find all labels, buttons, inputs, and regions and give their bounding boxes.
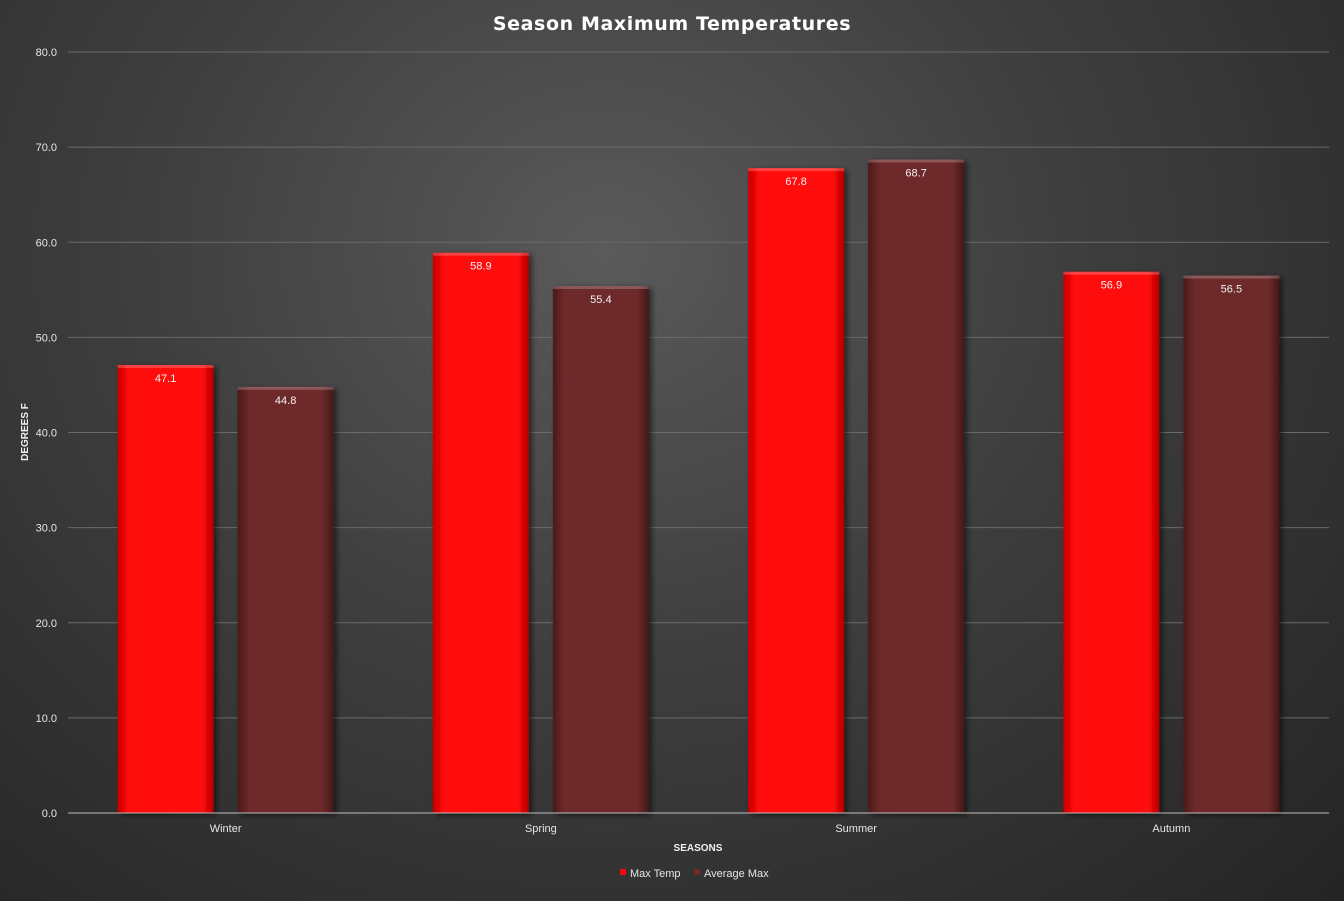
- bar-winter-series-1: [117, 364, 214, 813]
- data-label: 68.7: [905, 167, 926, 179]
- bar-summer-series-1: [748, 168, 845, 814]
- bar-highlight: [1183, 275, 1280, 279]
- bar-highlight: [552, 286, 649, 290]
- bar-summer-series-2: [868, 159, 965, 813]
- data-label: 67.8: [785, 176, 806, 188]
- data-labels: 47.1 44.8 58.9 55.4 67.8 68.7 56.9 56.5: [155, 167, 1242, 406]
- y-tick-label: 70.0: [36, 142, 57, 154]
- legend-label: Average Max: [704, 868, 769, 880]
- legend-label: Max Temp: [630, 868, 681, 880]
- data-label: 47.1: [155, 373, 176, 385]
- data-label: 55.4: [590, 294, 611, 306]
- data-label: 58.9: [470, 261, 491, 273]
- bar-highlight: [117, 364, 214, 368]
- y-tick-label: 60.0: [36, 237, 57, 249]
- y-tick-label: 10.0: [36, 713, 57, 725]
- bar-autumn-series-2: [1183, 275, 1280, 813]
- y-tick-label: 30.0: [36, 523, 57, 535]
- data-label: 56.5: [1221, 284, 1242, 296]
- bar-highlight: [237, 386, 334, 390]
- y-tick-label: 80.0: [36, 47, 57, 59]
- bar-winter-series-2: [237, 386, 334, 813]
- x-tick-label: Autumn: [1152, 823, 1190, 835]
- chart-title: Season Maximum Temperatures: [493, 13, 851, 35]
- data-label: 56.9: [1101, 280, 1122, 292]
- bar-spring-series-2: [552, 286, 649, 813]
- y-axis-ticks: 0.0 10.0 20.0 30.0 40.0 50.0 60.0 70.0 80.0: [36, 47, 57, 820]
- y-tick-label: 20.0: [36, 618, 57, 630]
- x-tick-label: Spring: [525, 823, 557, 835]
- x-axis-ticks: Winter Spring Summer Autumn: [210, 823, 1191, 835]
- x-axis-title: SEASONS: [674, 843, 723, 854]
- bar-highlight: [748, 168, 845, 172]
- x-tick-label: Winter: [210, 823, 242, 835]
- legend-swatch: [620, 869, 626, 875]
- bar-highlight: [868, 159, 965, 163]
- y-tick-label: 50.0: [36, 332, 57, 344]
- legend: Max Temp Average Max: [620, 868, 769, 880]
- y-axis-title: DEGREES F: [20, 403, 31, 461]
- y-tick-label: 0.0: [42, 808, 57, 820]
- bar-autumn-series-1: [1063, 271, 1160, 813]
- bar-highlight: [432, 252, 529, 256]
- legend-swatch: [694, 869, 700, 875]
- bar-highlight: [1063, 271, 1160, 275]
- bars: [117, 159, 1280, 814]
- data-label: 44.8: [275, 395, 296, 407]
- y-tick-label: 40.0: [36, 428, 57, 440]
- x-tick-label: Summer: [835, 823, 877, 835]
- bar-spring-series-1: [432, 252, 529, 813]
